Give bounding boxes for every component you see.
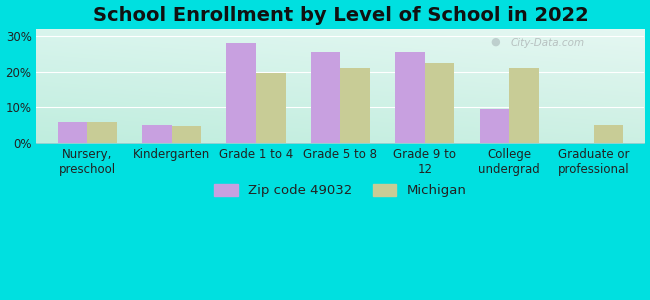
Bar: [226, 43, 256, 143]
Bar: [341, 68, 370, 143]
Text: City-Data.com: City-Data.com: [511, 38, 585, 48]
Bar: [87, 122, 116, 143]
Bar: [58, 122, 87, 143]
Bar: [142, 125, 172, 143]
Bar: [172, 126, 201, 143]
Bar: [395, 52, 425, 143]
Legend: Zip code 49032, Michigan: Zip code 49032, Michigan: [209, 178, 472, 203]
Bar: [256, 74, 285, 143]
Bar: [311, 52, 341, 143]
Title: School Enrollment by Level of School in 2022: School Enrollment by Level of School in …: [92, 6, 588, 25]
Text: ●: ●: [491, 36, 500, 46]
Bar: [510, 68, 539, 143]
Bar: [480, 109, 510, 143]
Bar: [594, 125, 623, 143]
Bar: [425, 63, 454, 143]
